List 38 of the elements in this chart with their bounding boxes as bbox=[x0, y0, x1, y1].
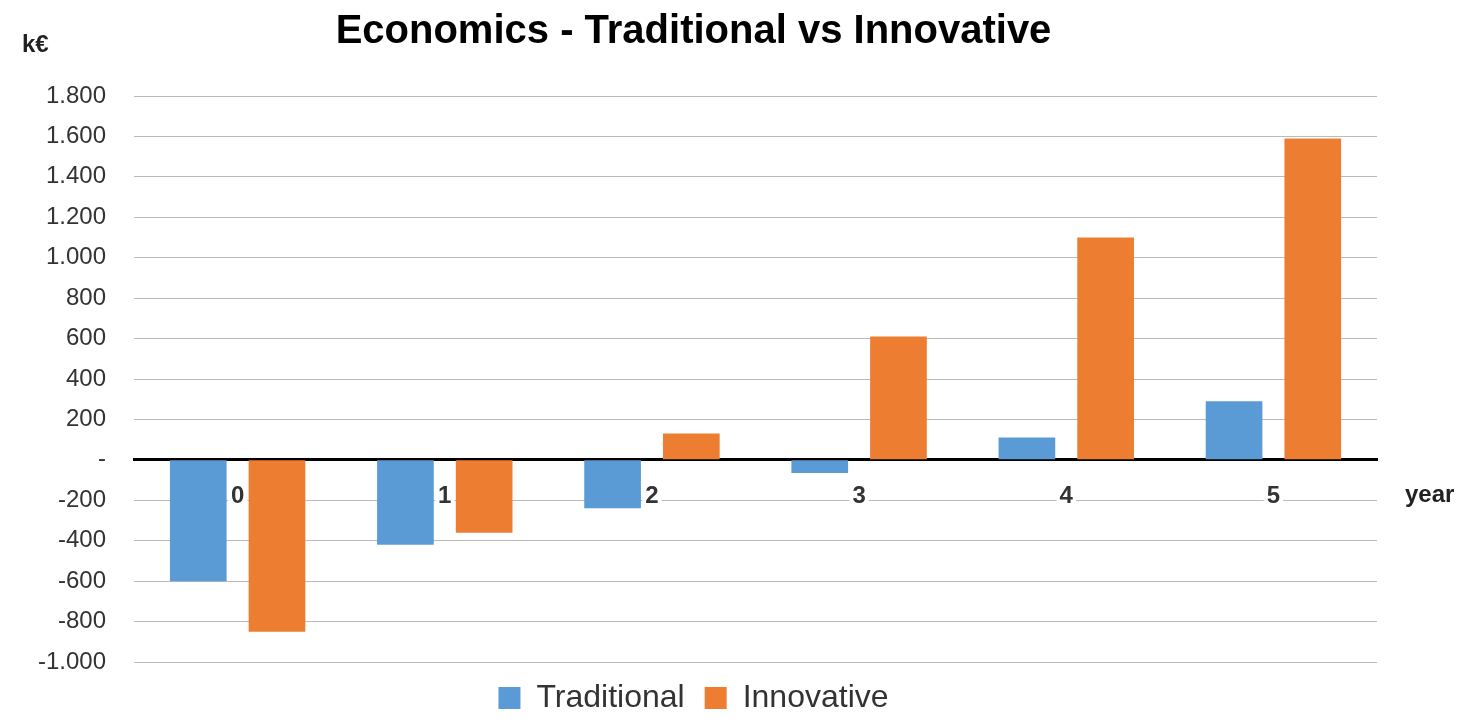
y-tick-label: -400 bbox=[58, 525, 107, 553]
bar bbox=[1284, 138, 1342, 460]
y-tick-label: -600 bbox=[58, 565, 107, 593]
legend-label: Traditional bbox=[536, 677, 685, 714]
y-tick-label: 400 bbox=[66, 363, 107, 391]
y-axis-title: k€ bbox=[22, 29, 49, 57]
bar bbox=[248, 460, 306, 632]
bar bbox=[377, 460, 434, 545]
bar bbox=[584, 460, 641, 509]
y-tick-label: -800 bbox=[58, 606, 107, 634]
x-tick-label: 5 bbox=[1266, 480, 1281, 508]
y-tick-label: 600 bbox=[66, 323, 107, 351]
bar bbox=[662, 433, 720, 460]
y-tick-label: 1.200 bbox=[45, 201, 107, 229]
y-tick-label: 1.800 bbox=[45, 80, 107, 108]
x-tick-label: 4 bbox=[1059, 480, 1074, 508]
x-tick-label: 1 bbox=[438, 480, 452, 508]
bar bbox=[870, 336, 927, 460]
bar bbox=[1205, 401, 1263, 460]
x-tick-label: 0 bbox=[230, 480, 245, 508]
bar bbox=[998, 437, 1056, 460]
chart-title: Economics - Traditional vs Innovative bbox=[335, 7, 1052, 52]
bar bbox=[455, 460, 513, 533]
x-axis-title: year bbox=[1405, 480, 1455, 508]
bar bbox=[1077, 237, 1134, 460]
x-tick-label: 2 bbox=[645, 480, 659, 508]
bar bbox=[169, 460, 227, 582]
x-tick-label: 3 bbox=[852, 480, 866, 508]
y-tick-label: 200 bbox=[66, 404, 107, 432]
bar bbox=[791, 460, 849, 473]
y-tick-label: 1.000 bbox=[45, 242, 107, 270]
y-tick-label: -1.000 bbox=[37, 646, 107, 674]
legend-label: Innovative bbox=[742, 677, 889, 714]
y-tick-label: 1.400 bbox=[45, 161, 107, 189]
y-tick-label: 800 bbox=[66, 282, 107, 310]
y-tick-label: 1.600 bbox=[45, 121, 107, 149]
y-tick-label: - bbox=[98, 444, 107, 472]
y-tick-label: -200 bbox=[58, 484, 107, 512]
